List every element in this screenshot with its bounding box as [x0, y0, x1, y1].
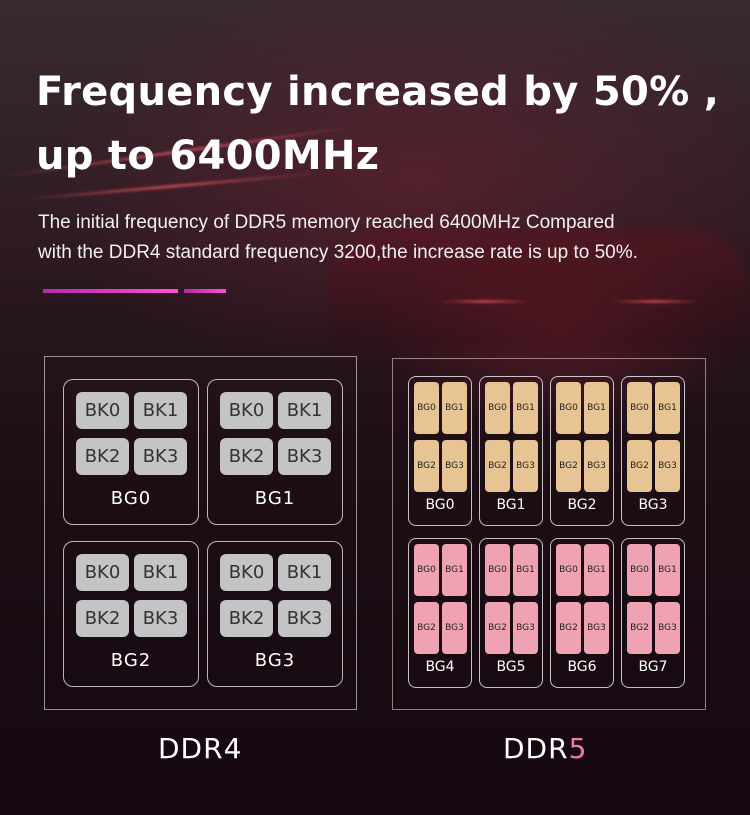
ddr5-label-suffix: 5: [568, 732, 588, 765]
ddr5-bank-group-label: BG7: [638, 659, 668, 675]
ddr4-bank-group-label: BG1: [254, 488, 296, 509]
ddr5-bank: BG0: [485, 382, 510, 434]
ddr5-label: DDR5: [503, 732, 587, 765]
ddr4-bank: BK0: [220, 554, 273, 591]
ddr5-bank-group-label: BG4: [425, 659, 455, 675]
ddr5-bank-group: BG0 BG1 BG2 BG3 BG5: [479, 538, 543, 688]
ddr5-bank: BG1: [513, 382, 538, 434]
ddr5-bank: BG2: [556, 602, 581, 654]
ddr5-bank: BG1: [442, 382, 467, 434]
headline: Frequency increased by 50% , up to 6400M…: [36, 60, 719, 188]
ddr5-label-prefix: DDR: [503, 732, 569, 765]
ddr4-bank: BK1: [278, 392, 331, 429]
ddr4-bank: BK1: [278, 554, 331, 591]
ddr4-bank-group: BK0 BK1 BK2 BK3 BG0: [63, 379, 199, 525]
ddr4-bank-group: BK0 BK1 BK2 BK3 BG3: [207, 541, 343, 687]
ddr5-bank: BG2: [414, 440, 439, 492]
ddr5-bank: BG3: [513, 440, 538, 492]
background-car-silhouette: [330, 230, 750, 350]
ddr4-bank-group: BK0 BK1 BK2 BK3 BG2: [63, 541, 199, 687]
ddr5-bank: BG1: [655, 382, 680, 434]
ddr5-bank: BG1: [584, 544, 609, 596]
ddr5-bank: BG1: [584, 382, 609, 434]
ddr4-bank: BK2: [220, 600, 273, 637]
ddr4-bank: BK0: [220, 392, 273, 429]
ddr5-bank-group: BG0 BG1 BG2 BG3 BG2: [550, 376, 614, 526]
background-light-streak: [610, 300, 700, 303]
ddr5-bank-group-label: BG1: [496, 497, 526, 513]
ddr5-bank: BG2: [414, 602, 439, 654]
ddr5-bank: BG1: [513, 544, 538, 596]
ddr5-bank: BG0: [556, 382, 581, 434]
headline-line-1: Frequency increased by 50% ,: [36, 69, 720, 115]
ddr4-bank: BK1: [134, 554, 187, 591]
ddr5-bank: BG3: [442, 602, 467, 654]
ddr5-bank: BG2: [485, 602, 510, 654]
ddr5-bank-group-label: BG2: [567, 497, 597, 513]
ddr4-bank: BK2: [76, 438, 129, 475]
ddr4-bank: BK1: [134, 392, 187, 429]
ddr5-bank-group-label: BG5: [496, 659, 526, 675]
ddr5-bank-group: BG0 BG1 BG2 BG3 BG1: [479, 376, 543, 526]
ddr5-panel: BG0 BG1 BG2 BG3 BG0 BG0 BG1 BG2 BG3 BG1 BG0 BG1 BG2 B…: [392, 358, 706, 710]
ddr5-bank: BG2: [556, 440, 581, 492]
ddr5-bank: BG1: [655, 544, 680, 596]
ddr5-bank-group-label: BG6: [567, 659, 597, 675]
ddr5-bank-group-label: BG0: [425, 497, 455, 513]
ddr5-bank-group: BG0 BG1 BG2 BG3 BG3: [621, 376, 685, 526]
ddr5-bank: BG0: [414, 382, 439, 434]
ddr5-bank: BG1: [442, 544, 467, 596]
description-line-2: with the DDR4 standard frequency 3200,th…: [38, 242, 638, 263]
accent-line-short: [184, 289, 226, 293]
ddr4-bank: BK0: [76, 554, 129, 591]
ddr5-bank: BG3: [584, 602, 609, 654]
ddr4-bank: BK2: [220, 438, 273, 475]
description: The initial frequency of DDR5 memory rea…: [38, 208, 728, 268]
ddr5-bank: BG2: [627, 440, 652, 492]
ddr4-bank-group-label: BG2: [110, 650, 152, 671]
ddr4-panel: BK0 BK1 BK2 BK3 BG0 BK0 BK1 BK2 BK3 BG1 BK0 BK1 BK2 B…: [44, 356, 357, 710]
ddr5-bank: BG3: [513, 602, 538, 654]
ddr5-bank: BG2: [485, 440, 510, 492]
ddr4-bank: BK3: [278, 438, 331, 475]
ddr5-bank: BG2: [627, 602, 652, 654]
ddr4-bank: BK0: [76, 392, 129, 429]
description-line-1: The initial frequency of DDR5 memory rea…: [38, 212, 615, 233]
ddr4-bank: BK3: [134, 438, 187, 475]
ddr5-bank: BG0: [414, 544, 439, 596]
ddr5-bank-group-label: BG3: [638, 497, 668, 513]
ddr4-bank-group: BK0 BK1 BK2 BK3 BG1: [207, 379, 343, 525]
ddr5-bank-group: BG0 BG1 BG2 BG3 BG4: [408, 538, 472, 688]
ddr5-bank-group: BG0 BG1 BG2 BG3 BG0: [408, 376, 472, 526]
ddr5-bank: BG3: [655, 440, 680, 492]
ddr5-bank-group: BG0 BG1 BG2 BG3 BG7: [621, 538, 685, 688]
ddr5-bank: BG3: [584, 440, 609, 492]
ddr5-bank: BG3: [655, 602, 680, 654]
ddr4-bank: BK3: [278, 600, 331, 637]
background-light-streak: [440, 300, 530, 303]
ddr4-bank-group-label: BG0: [110, 488, 152, 509]
ddr5-bank: BG3: [442, 440, 467, 492]
ddr4-bank-group-label: BG3: [254, 650, 296, 671]
ddr5-bank: BG0: [627, 382, 652, 434]
ddr5-bank: BG0: [556, 544, 581, 596]
ddr4-bank: BK2: [76, 600, 129, 637]
ddr5-bank: BG0: [627, 544, 652, 596]
ddr4-label: DDR4: [158, 732, 243, 765]
accent-line: [43, 289, 178, 293]
ddr4-bank: BK3: [134, 600, 187, 637]
ddr5-bank-group: BG0 BG1 BG2 BG3 BG6: [550, 538, 614, 688]
headline-line-2: up to 6400MHz: [36, 133, 380, 179]
ddr5-bank: BG0: [485, 544, 510, 596]
